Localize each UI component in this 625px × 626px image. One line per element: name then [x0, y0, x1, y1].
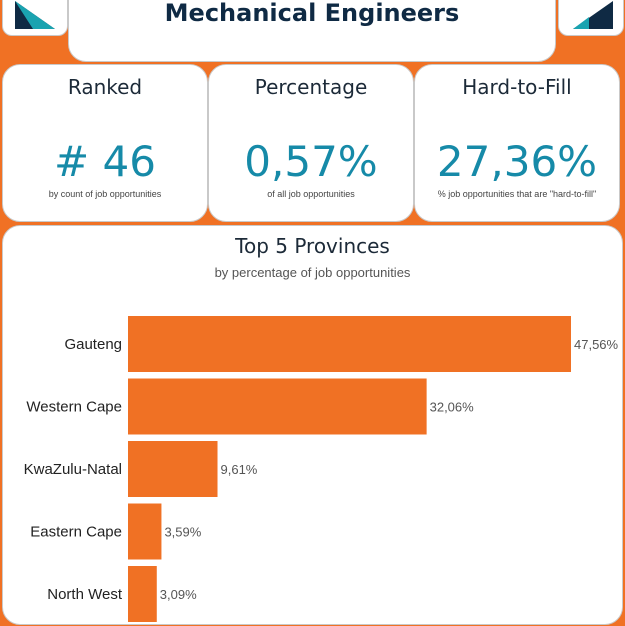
- bar-western-cape: [128, 378, 427, 435]
- page-title: Mechanical Engineers: [164, 0, 460, 27]
- kpi-caption: % job opportunities that are "hard-to-fi…: [437, 189, 597, 199]
- right-logo-card: [558, 0, 624, 36]
- category-label: Eastern Cape: [30, 524, 122, 541]
- bar-chart: Gauteng 47,56% Western Cape 32,06% KwaZulu-N…: [24, 316, 619, 622]
- category-label: North West: [47, 586, 123, 603]
- value-label: 47,56%: [574, 337, 619, 352]
- kpi-value: 27,36%: [436, 137, 598, 186]
- value-label: 3,09%: [160, 587, 197, 602]
- kpi-card-hard-to-fill: Hard-to-Fill 27,36% % job opportunities …: [414, 64, 620, 222]
- kpi-label: Hard-to-Fill: [462, 75, 572, 99]
- kpi-caption: of all job opportunities: [267, 189, 355, 199]
- kpi-card-ranked: Ranked # 46 by count of job opportunitie…: [2, 64, 208, 222]
- chart-card: Top 5 Provinces by percentage of job opp…: [2, 225, 623, 625]
- bar-kwazulu-natal: [128, 441, 218, 497]
- kpi-label: Percentage: [254, 75, 368, 99]
- title-card: Mechanical Engineers: [68, 0, 556, 62]
- logo-icon: [573, 1, 613, 29]
- chart-title: Top 5 Provinces: [235, 234, 390, 258]
- category-label: KwaZulu-Natal: [24, 461, 122, 478]
- kpi-value: # 46: [54, 137, 156, 186]
- category-label: Western Cape: [26, 399, 122, 416]
- kpi-caption: by count of job opportunities: [48, 189, 162, 199]
- kpi-value: 0,57%: [244, 137, 378, 186]
- value-label: 3,59%: [164, 525, 201, 540]
- left-logo-card: [2, 0, 68, 36]
- kpi-label: Ranked: [67, 75, 143, 99]
- bar-north-west: [128, 566, 157, 622]
- bar-gauteng: [128, 316, 571, 372]
- chart-subtitle: by percentage of job opportunities: [214, 265, 411, 280]
- category-label: Gauteng: [64, 336, 122, 353]
- value-label: 32,06%: [430, 400, 475, 415]
- kpi-card-percentage: Percentage 0,57% of all job opportunitie…: [208, 64, 414, 222]
- logo-icon: [15, 1, 55, 29]
- bar-eastern-cape: [128, 503, 162, 560]
- value-label: 9,61%: [221, 462, 258, 477]
